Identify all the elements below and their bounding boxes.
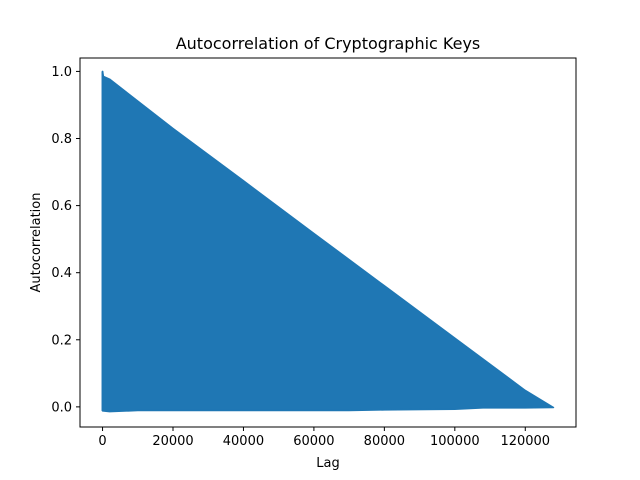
axes-frame <box>79 57 577 428</box>
x-axis-label: Lag <box>316 456 339 471</box>
y-axis-label: Autocorrelation <box>29 193 44 293</box>
x-tick-label: 40000 <box>223 434 264 449</box>
y-tick-label: 0.2 <box>51 333 72 348</box>
y-tick-label: 0.8 <box>51 132 72 147</box>
series-0-band <box>101 70 555 413</box>
x-tick-label: 60000 <box>293 434 334 449</box>
x-tick-label: 0 <box>98 434 106 449</box>
y-tick-label: 0.4 <box>51 266 72 281</box>
x-tick-label: 100000 <box>430 434 480 449</box>
series-layer <box>101 70 555 413</box>
y-tick-label: 0.6 <box>51 199 72 214</box>
x-axis-ticks: 0 20000 40000 60000 80000 100000 120000 <box>98 427 550 449</box>
y-tick-label: 0.0 <box>51 400 72 415</box>
y-axis-ticks: 0.0 0.2 0.4 0.6 0.8 1.0 <box>51 65 80 415</box>
y-tick-label: 1.0 <box>51 65 72 80</box>
chart-title: Autocorrelation of Cryptographic Keys <box>176 34 481 53</box>
x-tick-label: 20000 <box>152 434 193 449</box>
x-tick-label: 80000 <box>364 434 405 449</box>
x-tick-label: 120000 <box>500 434 550 449</box>
